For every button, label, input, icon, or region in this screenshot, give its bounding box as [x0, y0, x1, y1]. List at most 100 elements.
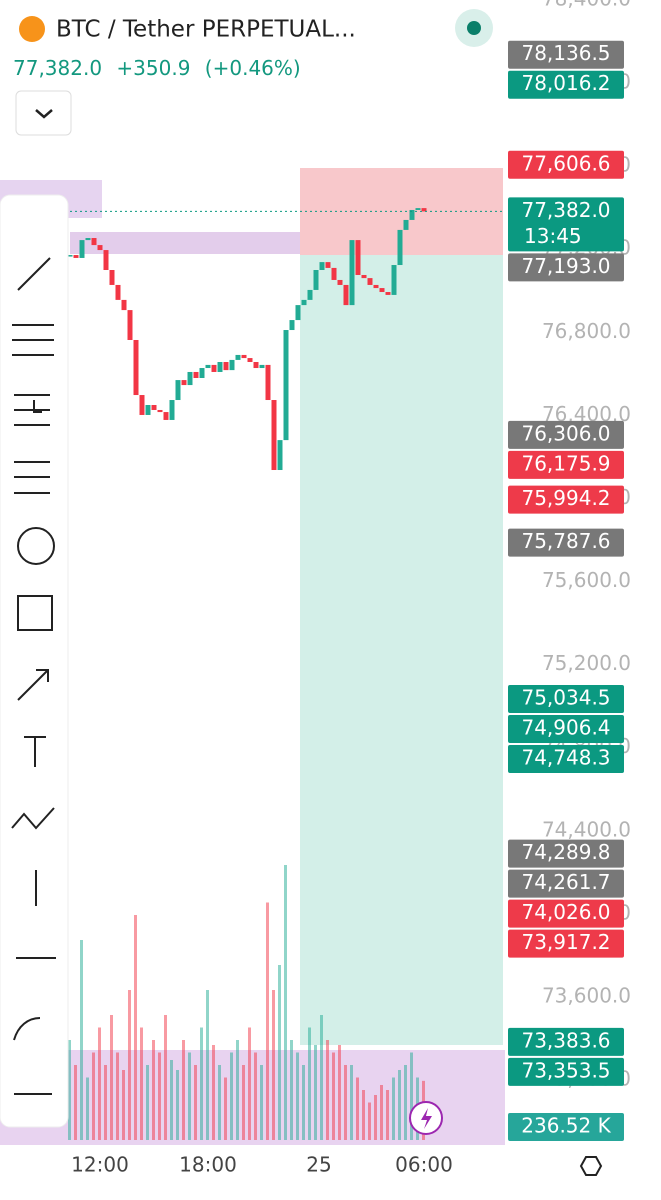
volume-bar	[200, 1027, 203, 1140]
brush-tool[interactable]	[13, 1017, 41, 1041]
candle	[289, 320, 295, 331]
volume-bar	[122, 1070, 125, 1140]
volume-bar	[386, 1090, 389, 1140]
price-badge	[508, 899, 624, 928]
circle-tool[interactable]	[17, 527, 55, 565]
candle	[397, 229, 403, 266]
price-badge-label: 78,136.5	[521, 41, 610, 65]
candle	[409, 209, 415, 220]
price-badge-label: 74,026.0	[521, 900, 610, 924]
candle	[223, 362, 229, 371]
target-zone	[300, 255, 503, 1045]
price-badge	[508, 744, 624, 773]
price-badge	[508, 253, 624, 282]
collapse-button[interactable]	[15, 90, 72, 136]
candle	[175, 380, 181, 401]
y-tick-label: 73,600.0	[542, 983, 631, 1007]
volume-bar	[350, 1065, 353, 1140]
volume-bar	[266, 902, 269, 1140]
change-pct: (+0.46%)	[205, 56, 301, 80]
volume-bar	[320, 1015, 323, 1140]
status-dot	[467, 21, 481, 35]
candle	[337, 279, 343, 285]
price-badge-label: 77,606.6	[521, 151, 610, 175]
candle	[199, 368, 205, 378]
candle	[211, 364, 217, 372]
chevron	[35, 109, 53, 119]
price-badge	[508, 839, 624, 868]
candle	[403, 219, 409, 230]
volume-bar	[344, 1065, 347, 1140]
volume-bar	[92, 1052, 95, 1140]
candle	[205, 364, 211, 369]
text-tool[interactable]	[24, 736, 46, 767]
fib-tool[interactable]	[12, 324, 54, 356]
price-badge	[508, 197, 624, 252]
candle	[343, 284, 349, 306]
long-tool[interactable]	[14, 394, 50, 426]
volume-bar	[80, 940, 83, 1140]
settings-icon[interactable]	[579, 1156, 603, 1176]
x-tick-label: 06:00	[395, 1153, 453, 1177]
candle	[169, 400, 175, 420]
price-badge-label: 78,016.2	[521, 71, 610, 95]
candle	[373, 284, 379, 289]
candle	[91, 238, 97, 246]
y-tick-label: 76,800.0	[542, 319, 631, 343]
candle	[271, 400, 277, 471]
candle	[73, 255, 79, 258]
price-badge-label: 73,917.2	[521, 930, 610, 954]
price-badge	[508, 1057, 624, 1086]
volume-bar	[380, 1085, 383, 1140]
volume-bar	[182, 1040, 185, 1140]
price-badge	[508, 40, 624, 69]
price-badge-label: 75,787.6	[521, 529, 610, 553]
volume-bar	[314, 1045, 317, 1140]
price-badge-label: 74,289.8	[521, 840, 610, 864]
candle	[145, 405, 151, 415]
price-badge	[508, 528, 624, 557]
candle	[349, 240, 355, 306]
price-badge	[508, 70, 624, 99]
price-badge-label: 77,193.0	[521, 254, 610, 278]
path-tool[interactable]	[11, 807, 55, 830]
candle	[301, 299, 307, 306]
candle	[331, 267, 337, 280]
volume-bar	[326, 1040, 329, 1140]
volume-bar	[362, 1090, 365, 1140]
candle	[241, 354, 247, 359]
volume-bar	[374, 1095, 377, 1140]
coin-icon	[19, 16, 45, 42]
candle	[391, 265, 397, 295]
volume-bar	[74, 1065, 77, 1140]
volume-bar	[272, 990, 275, 1140]
candle	[379, 288, 385, 293]
volume-bar	[140, 1027, 143, 1140]
volume-bar	[230, 1052, 233, 1140]
volume-bar	[368, 1102, 371, 1140]
volume-bar	[356, 1077, 359, 1140]
volume-bar	[338, 1045, 341, 1140]
candle	[265, 364, 271, 401]
volume-bar	[284, 865, 287, 1140]
trend-line-tool[interactable]	[17, 257, 51, 291]
rect-tool[interactable]	[17, 595, 53, 631]
y-tick-label: 78,400.0	[542, 0, 631, 11]
volume-bar	[188, 1052, 191, 1140]
short-tool[interactable]	[14, 461, 50, 494]
candle	[181, 380, 187, 386]
candle	[385, 292, 391, 295]
volume-bar	[410, 1052, 413, 1140]
volume-bar	[392, 1077, 395, 1140]
volume-bar	[248, 1027, 251, 1140]
y-tick-label: 74,400.0	[542, 817, 631, 841]
countdown: 13:45	[524, 224, 582, 248]
volume-bar	[254, 1052, 257, 1140]
y-tick-label: 75,600.0	[542, 568, 631, 592]
arrow-tool[interactable]	[17, 669, 49, 701]
candle	[121, 299, 127, 311]
volume-bar	[128, 990, 131, 1140]
candle	[229, 359, 235, 371]
